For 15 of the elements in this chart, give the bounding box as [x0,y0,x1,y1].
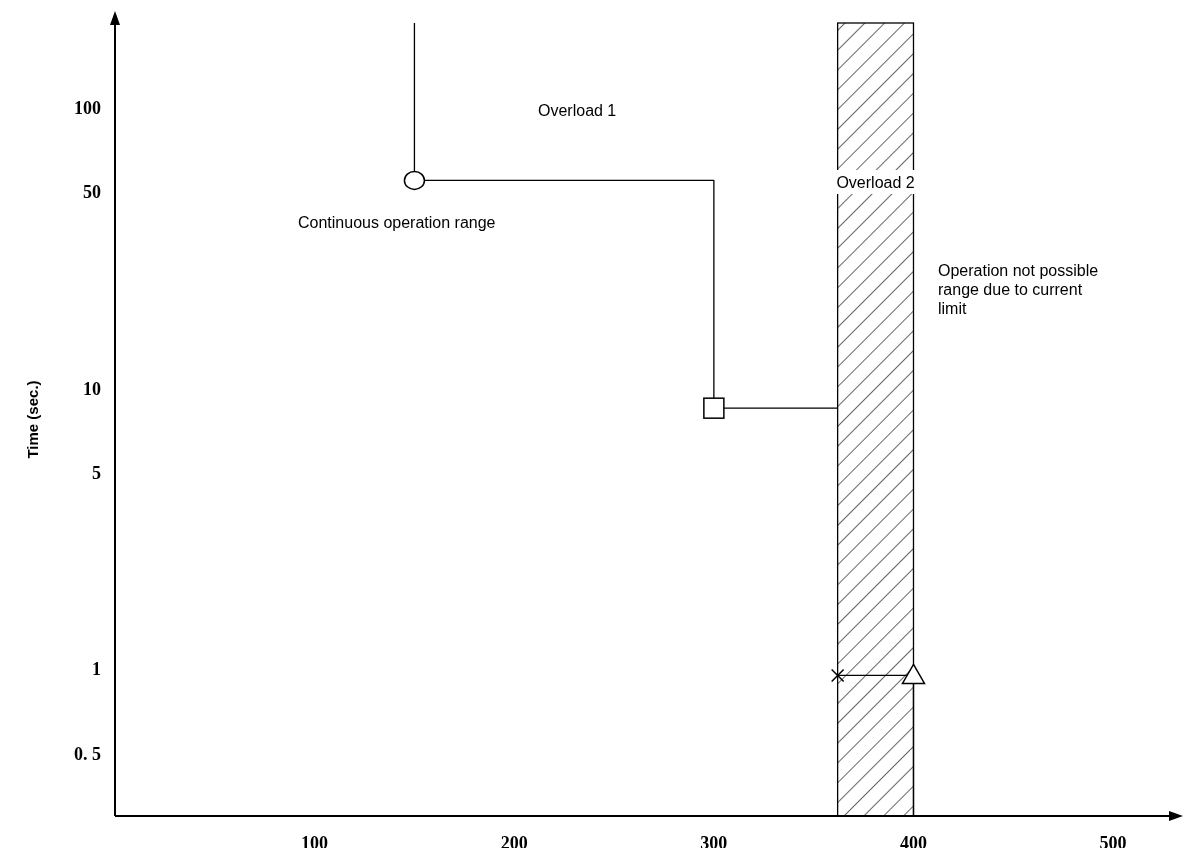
y-tick-label: 50 [83,182,101,203]
point [703,397,725,419]
y-tick-label: 10 [83,378,101,399]
band-label: Overload 2 [836,174,915,191]
y-tick-label: 1 [92,659,101,680]
annotation: Operation not possible range due to current limit [938,262,1099,317]
annotation: Overload 1 [538,102,617,119]
y-tick-label: 0. 5 [74,744,101,764]
y-axis-title: Time (sec.) [24,380,41,459]
point [830,668,845,683]
point [403,170,426,191]
y-tick-label: 100 [74,97,101,118]
y-tick-label: 5 [92,463,101,484]
point [901,663,926,685]
annotation: Continuous operation range [298,214,496,231]
